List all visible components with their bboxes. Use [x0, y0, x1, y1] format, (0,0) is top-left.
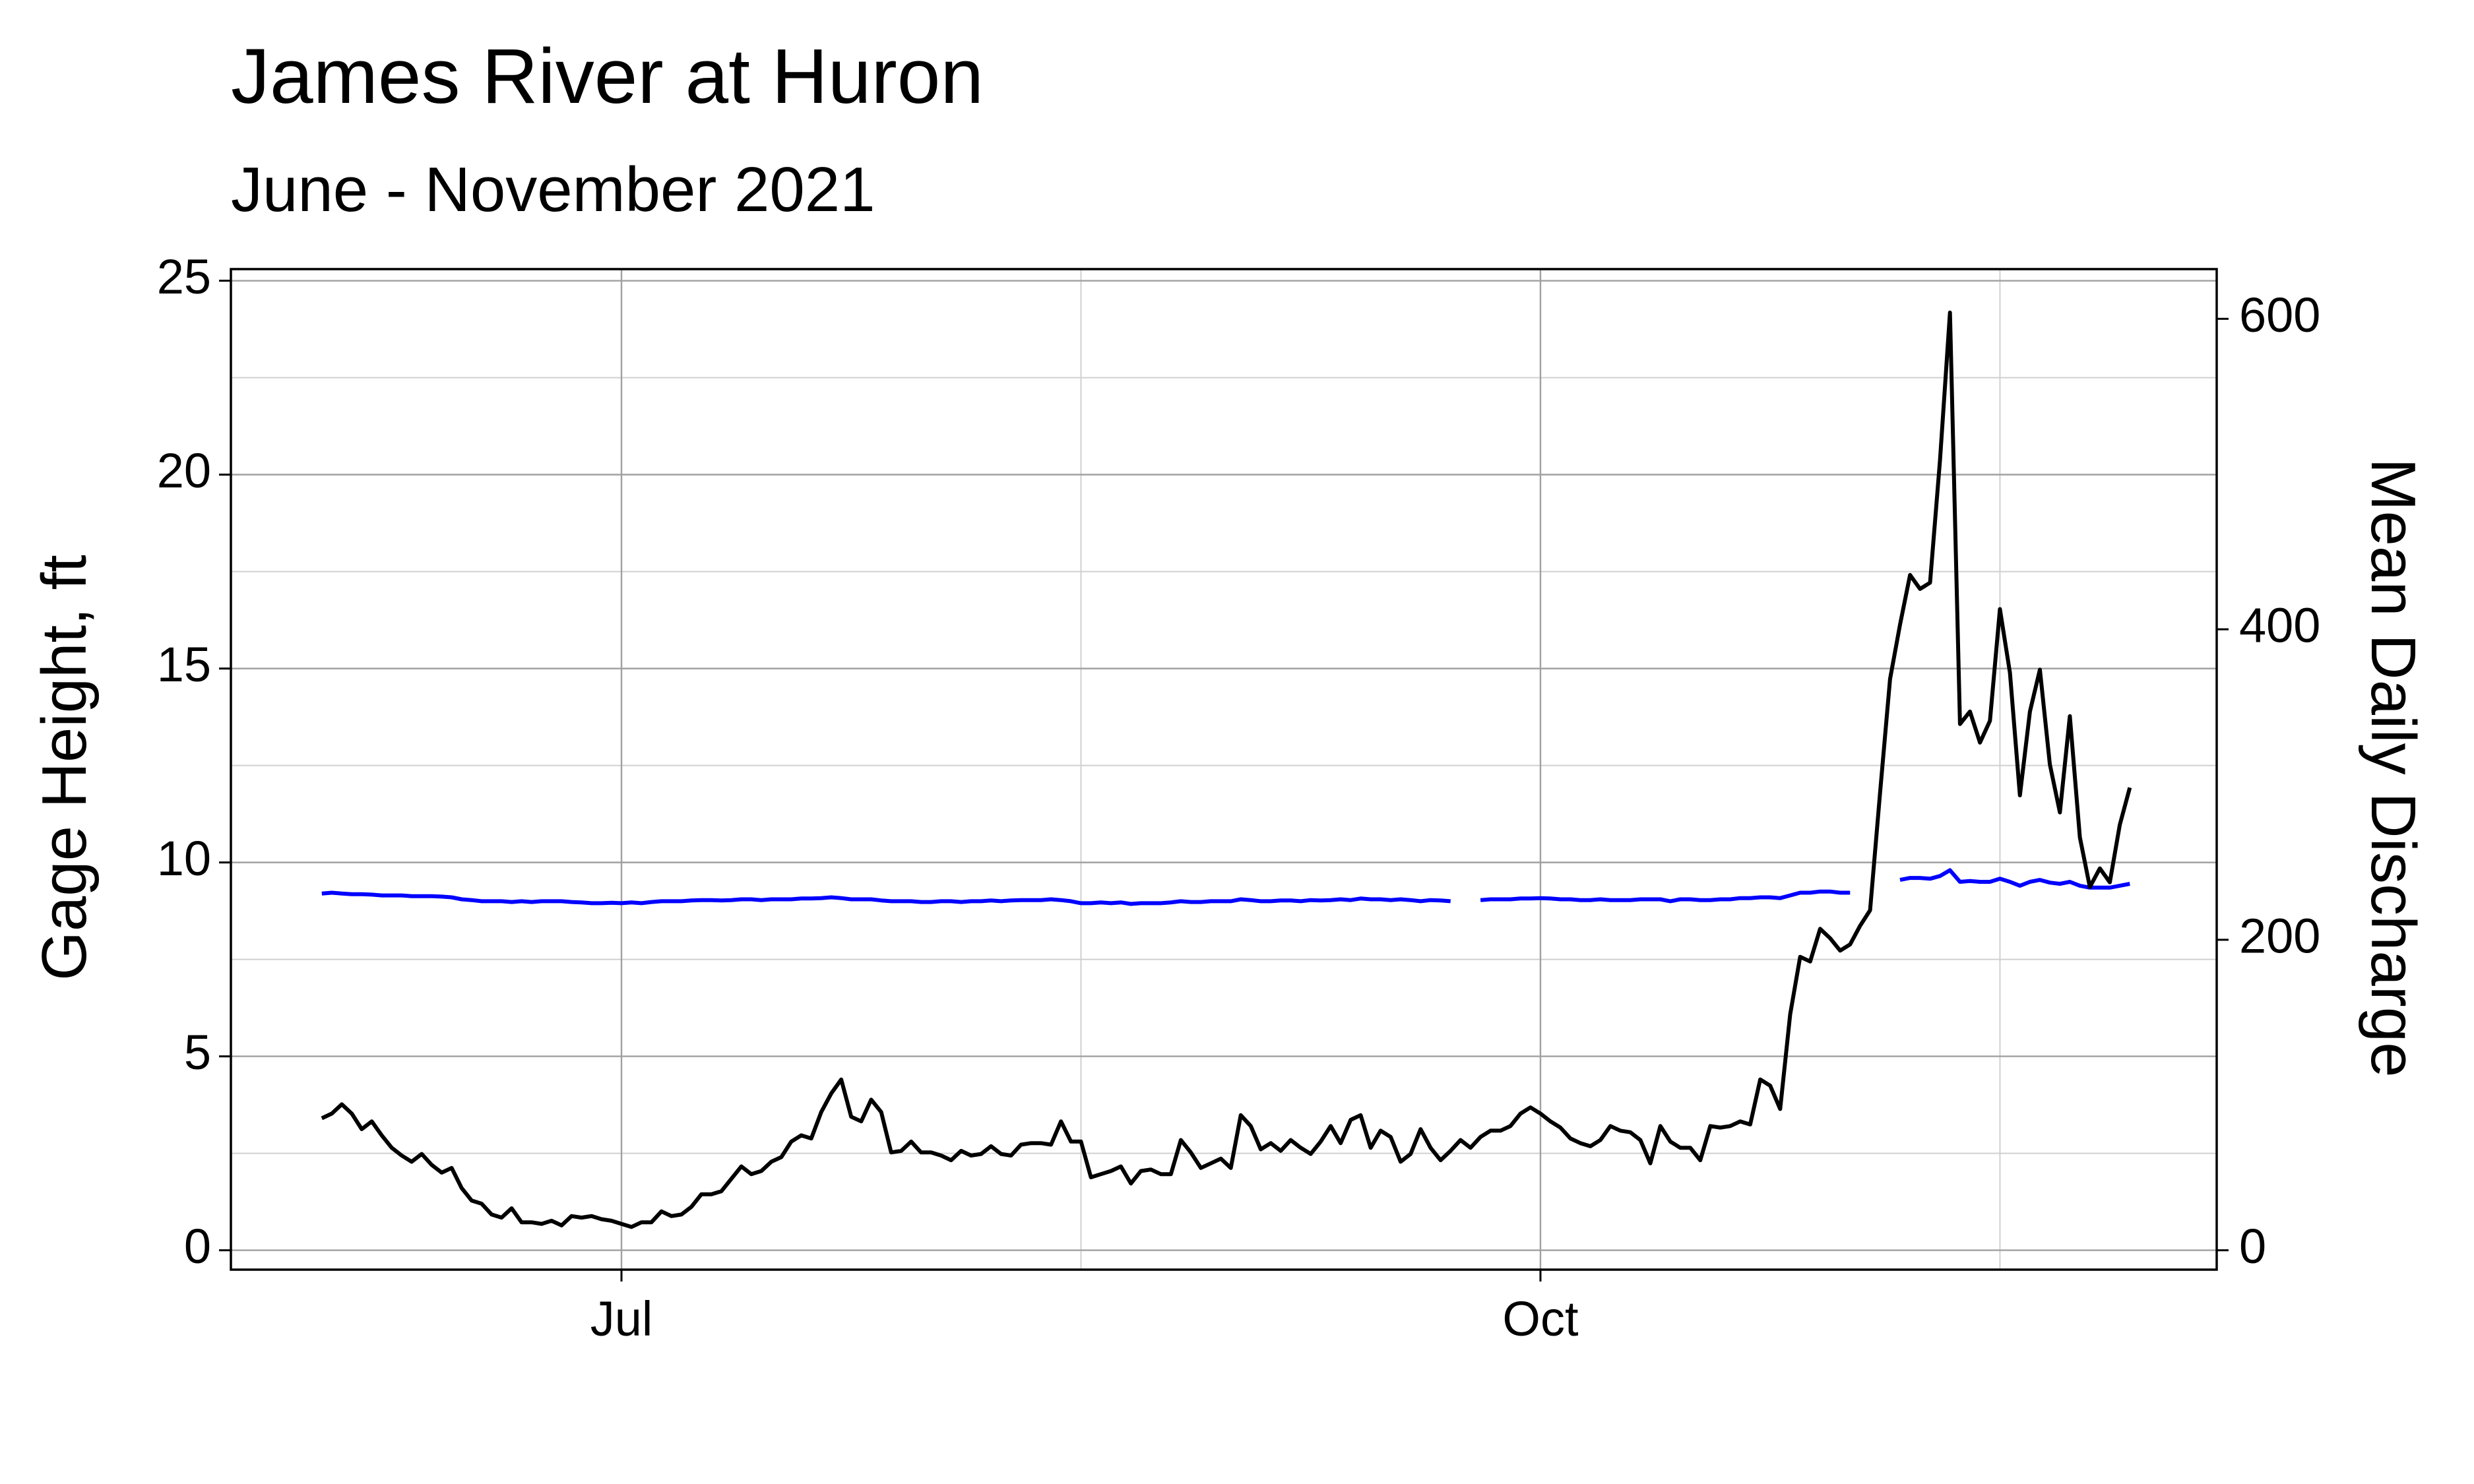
series-line: [321, 868, 2130, 906]
y-tick-label: 5: [184, 1025, 211, 1080]
y2-tick-label: 400: [2239, 598, 2320, 653]
chart-subtitle: June - November 2021: [231, 154, 875, 225]
y2-axis-title: Mean Daily Discharge: [2358, 458, 2428, 1077]
y-tick-label: 25: [157, 249, 211, 304]
y-axis-title: Gage Height, ft: [29, 555, 100, 981]
chart-title: James River at Huron: [231, 33, 984, 120]
plot-frame: [230, 268, 2218, 1271]
y2-tick-label: 600: [2239, 288, 2320, 342]
y2-tick-label: 0: [2239, 1219, 2266, 1274]
y-tick-label: 15: [157, 637, 211, 692]
series-line: [321, 310, 2132, 1229]
y-tick-label: 0: [184, 1219, 211, 1274]
y-tick-label: 10: [157, 831, 211, 886]
y2-tick-label: 200: [2239, 908, 2320, 963]
y-tick-label: 20: [157, 443, 211, 498]
x-tick-label: Jul: [590, 1291, 653, 1346]
x-tick-label: Oct: [1502, 1291, 1579, 1346]
